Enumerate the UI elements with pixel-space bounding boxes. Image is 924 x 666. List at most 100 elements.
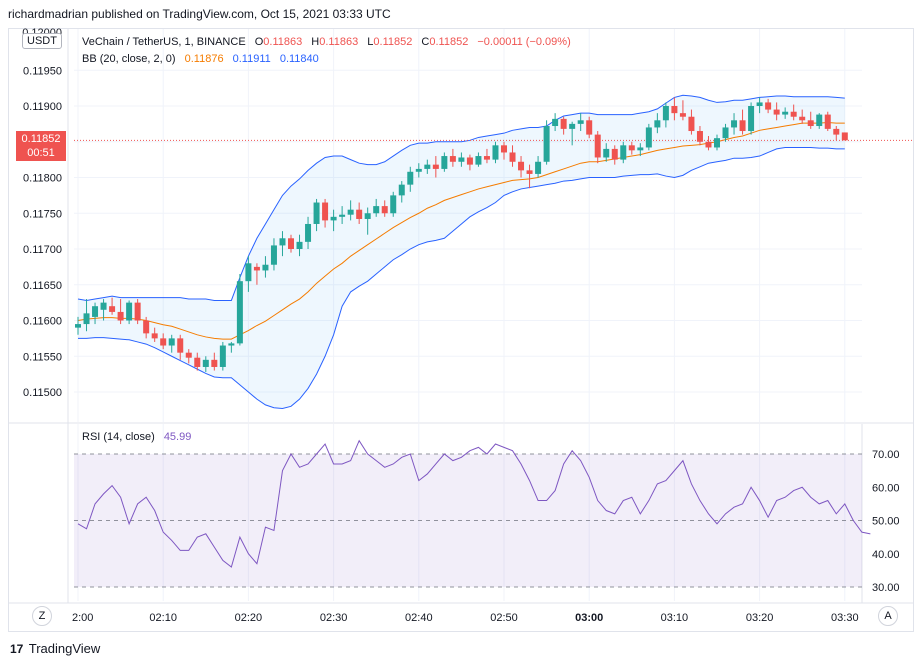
rsi-tick-label: 50.00 xyxy=(872,516,900,528)
candle-down xyxy=(109,306,115,312)
candle-down xyxy=(160,338,166,345)
candle-up xyxy=(731,120,737,127)
candle-up xyxy=(339,215,345,217)
low-value: 0.11852 xyxy=(373,36,412,48)
candle-up xyxy=(262,265,268,271)
candle-down xyxy=(833,129,839,135)
chart-canvas[interactable]: 0.119500.119000.118500.118000.117500.117… xyxy=(0,0,924,666)
currency-label[interactable]: USDT xyxy=(22,33,62,49)
candle-up xyxy=(654,120,660,127)
candle-up xyxy=(220,346,226,367)
rsi-legend: RSI (14, close) 45.99 xyxy=(82,431,191,443)
price-tick-label: 0.11600 xyxy=(23,316,62,328)
candle-down xyxy=(595,135,601,158)
candle-up xyxy=(757,102,763,106)
candle-up xyxy=(271,245,277,264)
candle-up xyxy=(646,127,652,147)
bb-upper-value: 0.11911 xyxy=(233,53,271,65)
candle-down xyxy=(288,238,294,249)
candle-down xyxy=(433,165,439,169)
candle-down xyxy=(510,152,516,161)
candle-down xyxy=(211,360,217,367)
candle-up xyxy=(92,306,98,317)
timezone-button[interactable]: Z xyxy=(32,606,52,626)
rsi-tick-label: 60.00 xyxy=(872,482,900,494)
candle-down xyxy=(501,145,507,152)
bb-lower-value: 0.11840 xyxy=(280,53,319,65)
candle-up xyxy=(126,303,132,321)
candle-down xyxy=(680,113,686,117)
high-value: 0.11863 xyxy=(319,36,358,48)
symbol-title[interactable]: VeChain / TetherUS, 1, BINANCE xyxy=(82,36,246,48)
candle-down xyxy=(697,131,703,142)
candle-up xyxy=(237,281,243,343)
candle-up xyxy=(314,203,320,224)
candle-down xyxy=(118,312,124,321)
candle-up xyxy=(748,106,754,131)
candle-up xyxy=(101,303,107,310)
candle-down xyxy=(842,132,848,140)
candle-up xyxy=(424,165,430,169)
candle-up xyxy=(782,112,788,115)
candle-down xyxy=(322,203,328,221)
rsi-label[interactable]: RSI (14, close) xyxy=(82,431,155,443)
candle-up xyxy=(569,124,575,129)
candle-down xyxy=(808,120,814,126)
candle-up xyxy=(552,119,558,126)
candle-up xyxy=(399,185,405,196)
candle-down xyxy=(254,267,260,271)
price-tick-label: 0.11950 xyxy=(23,65,62,77)
candle-up xyxy=(365,213,371,219)
candle-down xyxy=(740,120,746,131)
candle-up xyxy=(245,263,251,281)
time-tick-label: 02:30 xyxy=(320,612,348,624)
candle-down xyxy=(586,120,592,134)
candle-up xyxy=(331,217,337,221)
candle-down xyxy=(382,206,388,213)
candle-up xyxy=(279,238,285,245)
time-tick-label: 03:10 xyxy=(661,612,689,624)
time-tick-label: 02:50 xyxy=(490,612,518,624)
candle-down xyxy=(791,112,797,117)
candle-up xyxy=(373,206,379,213)
time-tick-label: 2:00 xyxy=(72,612,93,624)
candle-down xyxy=(450,156,456,162)
candle-up xyxy=(416,169,422,172)
ohlc-legend: VeChain / TetherUS, 1, BINANCE O0.11863 … xyxy=(82,36,571,48)
candle-down xyxy=(799,117,805,121)
candle-down xyxy=(612,149,618,160)
candle-up xyxy=(458,157,464,161)
candle-up xyxy=(84,313,90,324)
candle-up xyxy=(714,138,720,147)
candle-down xyxy=(467,157,473,164)
price-tick-label: 0.11800 xyxy=(23,173,62,185)
candle-down xyxy=(194,358,200,367)
auto-scale-button[interactable]: A xyxy=(878,606,898,626)
rsi-tick-label: 30.00 xyxy=(872,582,900,594)
footer-branding: 17 TradingView xyxy=(10,641,100,656)
open-label: O xyxy=(255,36,264,48)
bb-band-fill xyxy=(78,95,845,408)
candle-up xyxy=(603,149,609,158)
candle-down xyxy=(825,115,831,129)
time-tick-label: 02:10 xyxy=(149,612,177,624)
price-tick-label: 0.11700 xyxy=(23,244,62,256)
price-tick-label: 0.11500 xyxy=(23,387,62,399)
candle-down xyxy=(518,162,524,171)
bar-countdown: 00:51 xyxy=(16,146,66,160)
brand-name: TradingView xyxy=(29,641,101,656)
candle-up xyxy=(535,162,541,174)
time-tick-label: 03:30 xyxy=(831,612,859,624)
bb-label[interactable]: BB (20, close, 2, 0) xyxy=(82,53,176,65)
candle-up xyxy=(544,126,550,162)
time-tick-label: 03:20 xyxy=(746,612,774,624)
candle-down xyxy=(177,338,183,352)
candle-down xyxy=(629,145,635,150)
time-tick-label: 02:40 xyxy=(405,612,433,624)
bb-basis-value: 0.11876 xyxy=(185,53,224,65)
time-tick-label: 03:00 xyxy=(575,612,603,624)
candle-down xyxy=(143,321,149,334)
candle-up xyxy=(390,195,396,213)
open-value: 0.11863 xyxy=(263,36,302,48)
time-tick-label: 02:20 xyxy=(235,612,263,624)
